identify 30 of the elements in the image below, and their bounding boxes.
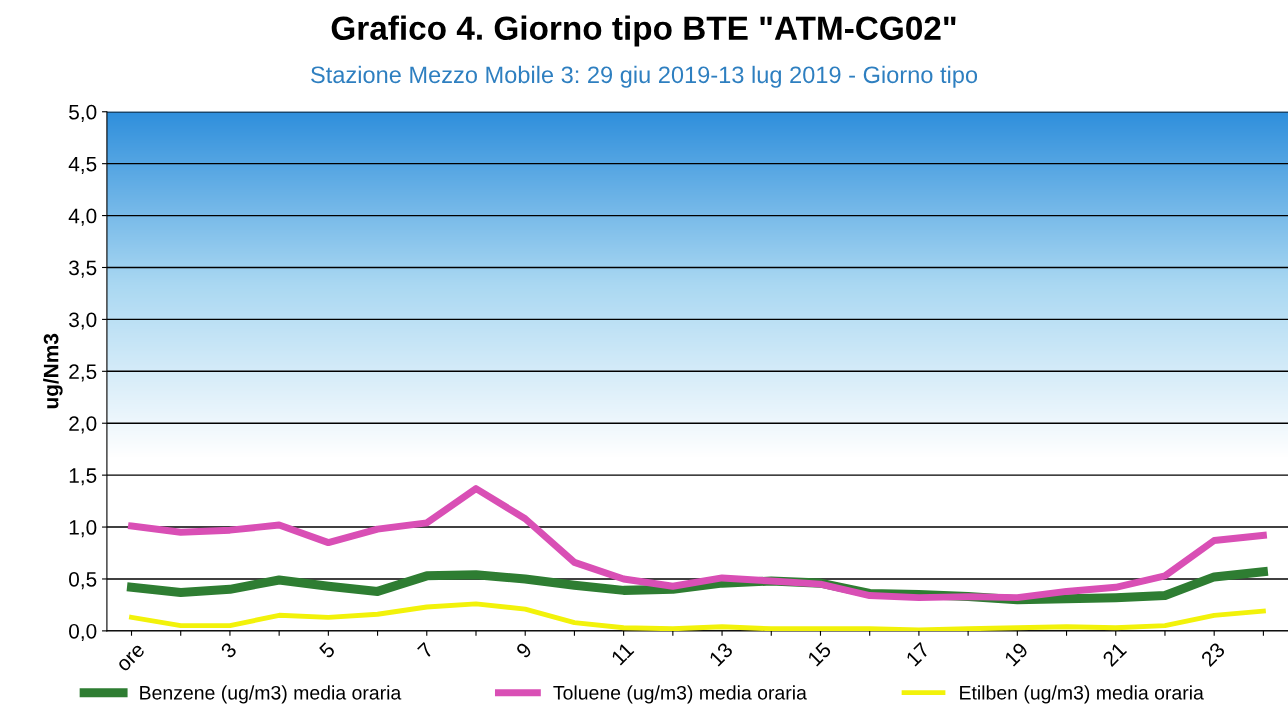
y-tick-label: 3,0 [69,312,97,330]
y-tick-label: 0,0 [69,623,97,642]
x-tick-label: ore [117,644,146,673]
chart-title: Grafico 4. Giorno tipo BTE "ATM-CG02" [331,15,956,47]
legend-label: Etilben (ug/m3) media oraria [960,685,1204,704]
y-tick-label: 1,5 [69,468,97,486]
x-tick-label: 9 [515,641,533,659]
x-tick-label: 5 [318,641,336,660]
y-tick-label: 4,5 [68,156,97,174]
x-tick-label: 17 [905,641,931,667]
x-tick-label: 13 [708,641,734,667]
y-axis-title: ug/Nm3 [43,333,63,409]
y-tick-label: 2,5 [69,364,97,382]
chart-subtitle: Stazione Mezzo Mobile 3: 29 giu 2019-13 lug 2019 - Giorno tipo [311,65,978,88]
x-tick-label: 3 [219,641,238,660]
x-tick-label: 23 [1200,641,1226,668]
line-series [129,601,1266,631]
x-tick-label: 19 [1003,641,1029,667]
legend-label: Toluene (ug/m3) media oraria [553,685,807,704]
y-tick-label: 2,0 [69,416,97,434]
x-tick-label: 15 [807,641,833,667]
y-tick-label: 5,0 [69,104,97,122]
y-tick-label: 4,0 [68,208,97,226]
x-tick-label: 7 [417,641,434,659]
x-tick-label: 21 [1101,641,1128,667]
legend-label: Benzene (ug/m3) media oraria [140,685,402,704]
y-tick-label: 0,5 [69,571,97,590]
x-tick-label: 11 [610,641,635,666]
y-tick-label: 3,5 [69,260,97,278]
y-tick-label: 1,0 [69,520,97,538]
